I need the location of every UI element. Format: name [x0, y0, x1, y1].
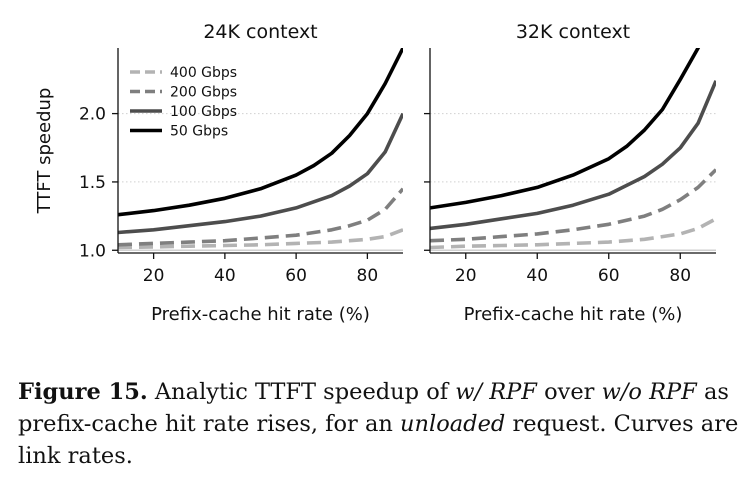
x-tick-label: 60 [598, 266, 620, 286]
x-tick-label: 80 [357, 266, 379, 286]
x-tick-label: 20 [143, 266, 165, 286]
series-line-100-gbps [430, 80, 716, 231]
y-tick-label: 2.0 [79, 105, 106, 125]
caption-emph-2: w/o RPF [601, 379, 697, 405]
series-group [430, 48, 716, 250]
caption-text-4: request. Curves are link rates. [18, 411, 739, 469]
x-tick-label: 60 [285, 266, 307, 286]
x-tick-label: 40 [526, 266, 548, 286]
caption-label: Figure 15. [18, 379, 148, 405]
caption-emph-1: w/ RPF [455, 379, 537, 405]
figure-canvas: TTFT speedup 24K context 1.0 1.5 2.0 20 40 60 80… [34, 21, 716, 325]
series-line-200-gbps [430, 168, 716, 243]
x-tick-label: 40 [214, 266, 236, 286]
series-group [118, 48, 403, 250]
series-line-100-gbps [118, 112, 403, 235]
chart-panel-2 [424, 48, 716, 259]
legend-label: 50 Gbps [170, 124, 228, 140]
y-axis-title: TTFT speedup [34, 88, 55, 215]
legend-label: 100 Gbps [170, 104, 237, 120]
x-axis-title: Prefix-cache hit rate (%) [151, 304, 370, 325]
x-axis-title: Prefix-cache hit rate (%) [464, 304, 683, 325]
caption-emph-3: unloaded [400, 411, 506, 437]
figure-caption: Figure 15. Analytic TTFT speedup of w/ R… [18, 376, 748, 472]
legend-label: 400 Gbps [170, 65, 237, 81]
legend-label: 200 Gbps [170, 85, 237, 101]
caption-text-1: Analytic TTFT speedup of [147, 379, 456, 405]
series-line-50-gbps [430, 48, 701, 210]
series-line-400-gbps [118, 228, 403, 250]
series-line-200-gbps [118, 187, 403, 247]
y-tick-label: 1.5 [79, 173, 106, 193]
caption-text-2: over [536, 379, 602, 405]
caption-text-3: as prefix-cache hit rate rises, for an [18, 379, 729, 437]
series-line-400-gbps [430, 217, 716, 250]
x-tick-label: 80 [669, 266, 691, 286]
panel-title: 24K context [203, 21, 317, 43]
x-tick-label: 20 [455, 266, 477, 286]
y-tick-label: 1.0 [79, 241, 106, 261]
series-line-50-gbps [118, 48, 403, 217]
panel-title: 32K context [516, 21, 630, 43]
chart-panel-1 [112, 48, 403, 259]
